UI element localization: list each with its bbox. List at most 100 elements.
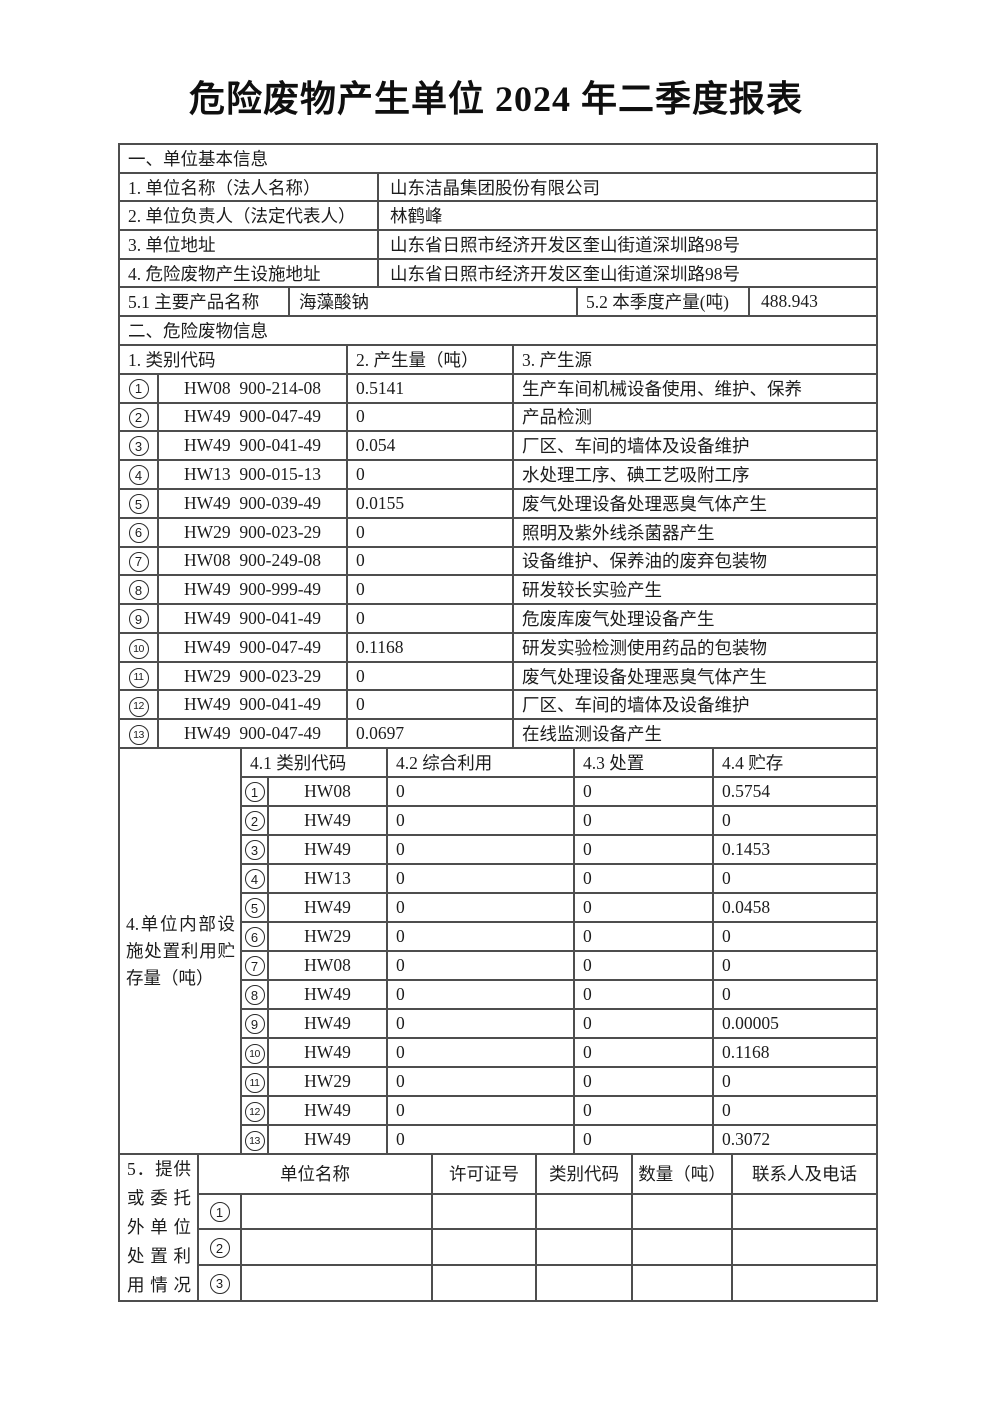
table-row: 3. 单位地址 山东省日照市经济开发区奎山街道深圳路98号	[118, 229, 878, 260]
col-header-category-code: 1. 类别代码	[118, 343, 348, 375]
cell-index: 4	[240, 863, 269, 895]
cell-generated-amount: 0.0155	[346, 487, 514, 519]
cell-quantity	[631, 1192, 733, 1231]
table-row: 4.单位内部设施处置利用贮存量（吨） 4.1 类别代码 4.2 综合利用 4.3…	[118, 747, 878, 1156]
cell-disposal: 0	[573, 1008, 714, 1040]
cell-category-code: HW13	[267, 863, 388, 895]
table-row: 2 HW49 0 0 0	[119, 805, 878, 837]
cell-disposal: 0	[573, 921, 714, 953]
cell-comprehensive-use: 0	[386, 892, 575, 924]
table-row: 13 HW49 0 0 0.3072	[119, 1124, 878, 1156]
table-row: 4 HW13 900-015-13 0 水处理工序、碘工艺吸附工序	[118, 459, 878, 490]
cell-generated-amount: 0	[346, 603, 514, 634]
product-name-value: 海藻酸钠	[288, 286, 578, 318]
table-row: 1 HW08 900-214-08 0.5141 生产车间机械设备使用、维护、保养	[118, 372, 878, 404]
cell-index: 4	[118, 459, 159, 490]
cell-category-code: HW49	[267, 979, 388, 1011]
circled-number: 9	[128, 609, 149, 630]
cell-category-code: HW49 900-047-49	[157, 631, 348, 663]
cell-comprehensive-use: 0	[386, 863, 575, 895]
cell-index: 13	[118, 718, 159, 750]
table-row: 3 HW49 0 0 0.1453	[119, 834, 878, 866]
cell-disposal: 0	[573, 892, 714, 924]
cell-storage: 0	[712, 1066, 878, 1098]
cell-generated-amount: 0	[346, 660, 514, 692]
section1-table: 一、单位基本信息 1. 单位名称（法人名称） 山东洁晶集团股份有限公司 2. 单…	[118, 143, 878, 289]
cell-category-code: HW49	[267, 834, 388, 866]
cell-category-code: HW49	[267, 1008, 388, 1040]
cell-storage: 0	[712, 979, 878, 1011]
unit-name-label: 1. 单位名称（法人名称）	[118, 171, 379, 203]
table-row: 10 HW49 900-047-49 0.1168 研发实验检测使用药品的包装物	[118, 631, 878, 663]
cell-generation-source: 研发实验检测使用药品的包装物	[512, 631, 878, 663]
cell-index: 11	[240, 1066, 269, 1098]
product-row-table: 5.1 主要产品名称 海藻酸钠 5.2 本季度产量(吨) 488.943	[118, 286, 878, 318]
table-row: 9 HW49 900-041-49 0 危废库废气处理设备产生	[118, 603, 878, 634]
cell-generation-source: 研发较长实验产生	[512, 574, 878, 606]
cell-contact-phone	[731, 1192, 878, 1231]
col-header-storage: 4.4 贮存	[712, 747, 878, 779]
cell-category-code: HW08	[267, 776, 388, 808]
cell-index: 7	[240, 950, 269, 982]
table-row: 7 HW08 900-249-08 0 设备维护、保养油的废弃包装物	[118, 545, 878, 577]
cell-generation-source: 在线监测设备产生	[512, 718, 878, 750]
table-row: 2 HW49 900-047-49 0 产品检测	[118, 401, 878, 433]
cell-index: 12	[118, 689, 159, 721]
circled-number: 11	[244, 1073, 265, 1094]
table-row: 4. 危险废物产生设施地址 山东省日照市经济开发区奎山街道深圳路98号	[118, 257, 878, 289]
cell-category-code: HW13 900-015-13	[157, 459, 348, 490]
cell-permit-number	[431, 1264, 537, 1303]
cell-generated-amount: 0	[346, 459, 514, 490]
circled-number: 5	[244, 898, 265, 919]
circled-number: 2	[244, 811, 265, 832]
cell-index: 13	[240, 1124, 269, 1156]
cell-generation-source: 照明及紫外线杀菌器产生	[512, 516, 878, 548]
cell-comprehensive-use: 0	[386, 1037, 575, 1069]
table-row: 12 HW49 900-041-49 0 厂区、车间的墙体及设备维护	[118, 689, 878, 721]
cell-index: 5	[240, 892, 269, 924]
cell-index: 6	[240, 921, 269, 953]
circled-number: 8	[128, 580, 149, 601]
cell-index: 1	[118, 372, 159, 404]
cell-comprehensive-use: 0	[386, 1008, 575, 1040]
cell-contact-phone	[731, 1228, 878, 1267]
table-row: 1. 单位名称（法人名称） 山东洁晶集团股份有限公司	[118, 171, 878, 203]
cell-category-code: HW49 900-999-49	[157, 574, 348, 606]
cell-generation-source: 厂区、车间的墙体及设备维护	[512, 430, 878, 462]
cell-category-code: HW49 900-039-49	[157, 487, 348, 519]
cell-comprehensive-use: 0	[386, 921, 575, 953]
cell-category-code	[535, 1192, 633, 1231]
cell-category-code: HW08 900-249-08	[157, 545, 348, 577]
circled-number: 6	[244, 927, 265, 948]
table-row: 5．提供或委托外单位处置利用情况 单位名称 许可证号 类别代码 数量（吨） 联系…	[118, 1153, 878, 1303]
circled-number: 4	[128, 465, 149, 486]
col-header-quantity: 数量（吨）	[631, 1153, 733, 1195]
cell-storage: 0.3072	[712, 1124, 878, 1156]
cell-storage: 0.0458	[712, 892, 878, 924]
cell-category-code: HW49 900-041-49	[157, 430, 348, 462]
cell-generation-source: 设备维护、保养油的废弃包装物	[512, 545, 878, 577]
cell-category-code	[535, 1264, 633, 1303]
cell-storage: 0	[712, 950, 878, 982]
table-row: 11 HW29 0 0 0	[119, 1066, 878, 1098]
cell-category-code: HW49	[267, 1095, 388, 1127]
col-header-category-code-4: 4.1 类别代码	[240, 747, 388, 779]
col-header-generated-amount: 2. 产生量（吨）	[346, 343, 514, 375]
cell-unit-name	[240, 1264, 433, 1303]
cell-contact-phone	[731, 1264, 878, 1303]
circled-number: 11	[128, 667, 149, 688]
circled-number: 4	[244, 869, 265, 890]
col-header-permit-number: 许可证号	[431, 1153, 537, 1195]
cell-disposal: 0	[573, 805, 714, 837]
cell-comprehensive-use: 0	[386, 979, 575, 1011]
table-row: 12 HW49 0 0 0	[119, 1095, 878, 1127]
cell-category-code: HW49	[267, 1124, 388, 1156]
cell-index: 11	[118, 660, 159, 692]
cell-category-code: HW49	[267, 892, 388, 924]
cell-category-code: HW49	[267, 1037, 388, 1069]
cell-storage: 0.1168	[712, 1037, 878, 1069]
cell-permit-number	[431, 1192, 537, 1231]
section2-header: 二、危险废物信息	[118, 315, 878, 346]
cell-category-code: HW49 900-041-49	[157, 603, 348, 634]
circled-number: 3	[209, 1273, 230, 1294]
